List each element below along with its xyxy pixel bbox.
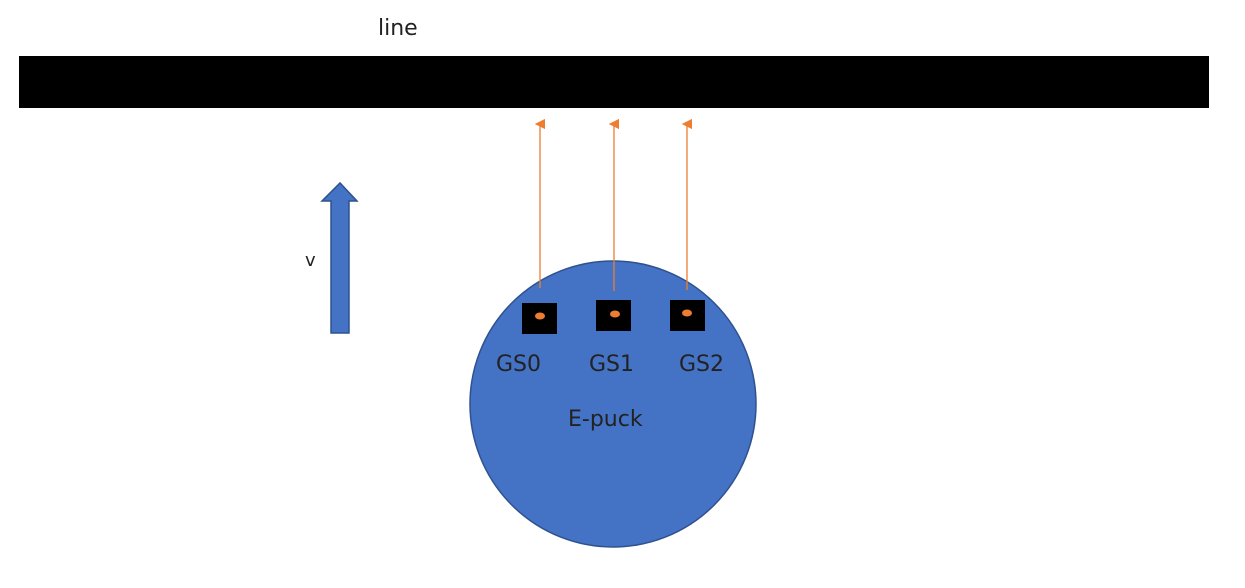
gs1-label: GS1 [589, 352, 635, 377]
gs1-led [610, 310, 620, 318]
gs0-label: GS0 [496, 352, 542, 377]
line-strip [19, 56, 1209, 108]
velocity-label: v [305, 250, 316, 271]
gs0-led [535, 312, 545, 320]
epuck-label: E-puck [568, 407, 643, 432]
gs1-sensor [596, 300, 631, 331]
line-label: line [378, 16, 418, 41]
gs2-led [682, 309, 692, 317]
velocity-arrow [320, 181, 359, 334]
gs2-sensor [670, 300, 705, 331]
gs2-label: GS2 [679, 352, 725, 377]
gs0-sensor [522, 303, 557, 334]
